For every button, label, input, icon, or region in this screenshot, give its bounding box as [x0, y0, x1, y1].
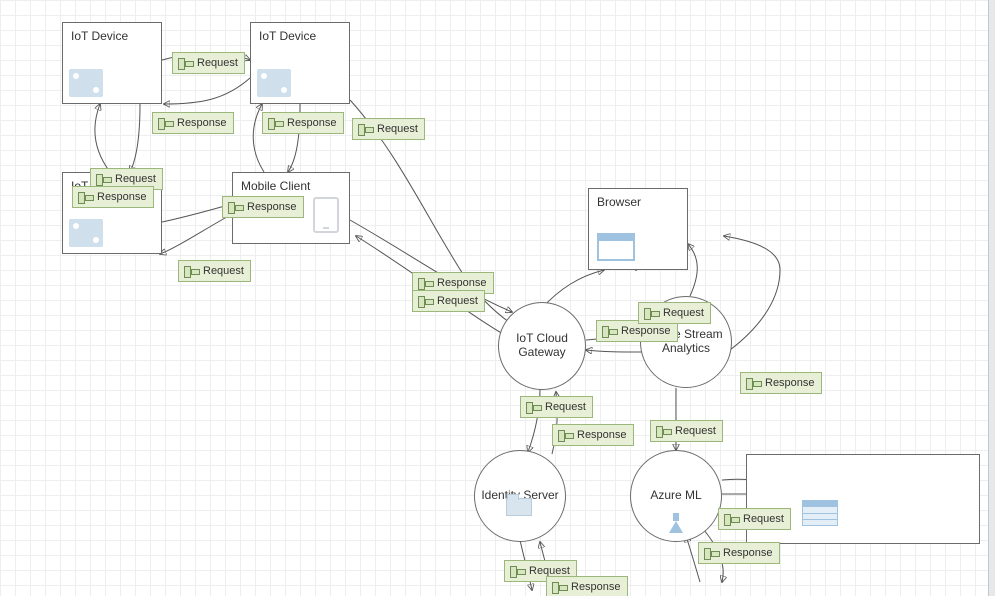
- stereotype-icon: [417, 294, 433, 308]
- tag-t3[interactable]: Response: [262, 112, 344, 134]
- t13-label: Request: [545, 401, 586, 413]
- tag-t7[interactable]: Response: [222, 196, 304, 218]
- diagram-canvas: IoT DeviceIoT DeviceIoT DeviceMobile Cli…: [0, 0, 995, 596]
- tag-t10[interactable]: Request: [412, 290, 485, 312]
- t9-label: Response: [437, 277, 487, 289]
- iot-icon: [257, 69, 291, 97]
- tag-t8[interactable]: Request: [178, 260, 251, 282]
- mobile_client-label: Mobile Client: [241, 179, 310, 193]
- stereotype-icon: [157, 116, 173, 130]
- t15-label: Request: [675, 425, 716, 437]
- t8-label: Request: [203, 265, 244, 277]
- iot_device_2-label: IoT Device: [259, 29, 316, 43]
- tag-t17[interactable]: Request: [718, 508, 791, 530]
- iot-icon: [69, 69, 103, 97]
- stereotype-icon: [95, 172, 111, 186]
- t11-label: Response: [621, 325, 671, 337]
- t7-label: Response: [247, 201, 297, 213]
- page-border: [988, 0, 989, 596]
- phone-icon: [313, 197, 339, 233]
- stereotype-icon: [357, 122, 373, 136]
- stereotype-icon: [655, 424, 671, 438]
- stereotype-icon: [77, 190, 93, 204]
- t1-label: Request: [197, 57, 238, 69]
- tag-t4[interactable]: Request: [352, 118, 425, 140]
- t10-label: Request: [437, 295, 478, 307]
- node-iot_device_2[interactable]: IoT Device: [250, 22, 350, 104]
- t4-label: Request: [377, 123, 418, 135]
- browser-label: Browser: [597, 195, 641, 209]
- stereotype-icon: [601, 324, 617, 338]
- stereotype-icon: [183, 264, 199, 278]
- node-iot_gateway[interactable]: IoT Cloud Gateway: [498, 302, 586, 390]
- page-shadow: [989, 0, 995, 596]
- tag-t16[interactable]: Response: [740, 372, 822, 394]
- node-browser[interactable]: Browser: [588, 188, 688, 270]
- t17-label: Request: [743, 513, 784, 525]
- t12-label: Request: [663, 307, 704, 319]
- iot-icon: [69, 219, 103, 247]
- tag-t15[interactable]: Request: [650, 420, 723, 442]
- node-identity[interactable]: Identity Server: [474, 450, 566, 542]
- t5-label: Request: [115, 173, 156, 185]
- browser-icon: [597, 233, 635, 261]
- t16-label: Response: [765, 377, 815, 389]
- storage-icon: [802, 500, 838, 526]
- node-azure_ml[interactable]: Azure ML: [630, 450, 722, 542]
- folder-icon: [506, 498, 532, 516]
- node-iot_device_1[interactable]: IoT Device: [62, 22, 162, 104]
- stereotype-icon: [745, 376, 761, 390]
- stereotype-icon: [509, 564, 525, 578]
- t18-label: Response: [723, 547, 773, 559]
- stereotype-icon: [417, 276, 433, 290]
- tag-t20[interactable]: Response: [546, 576, 628, 596]
- t6-label: Response: [97, 191, 147, 203]
- stereotype-icon: [267, 116, 283, 130]
- stereotype-icon: [227, 200, 243, 214]
- stereotype-icon: [177, 56, 193, 70]
- t3-label: Response: [287, 117, 337, 129]
- azure_ml-label: Azure ML: [650, 489, 701, 503]
- tag-t12[interactable]: Request: [638, 302, 711, 324]
- stereotype-icon: [551, 580, 567, 594]
- t20-label: Response: [571, 581, 621, 593]
- stereotype-icon: [557, 428, 573, 442]
- flask-icon: [669, 513, 683, 533]
- tag-t6[interactable]: Response: [72, 186, 154, 208]
- t2-label: Response: [177, 117, 227, 129]
- stereotype-icon: [723, 512, 739, 526]
- t14-label: Response: [577, 429, 627, 441]
- tag-t18[interactable]: Response: [698, 542, 780, 564]
- tag-t13[interactable]: Request: [520, 396, 593, 418]
- stereotype-icon: [525, 400, 541, 414]
- tag-t1[interactable]: Request: [172, 52, 245, 74]
- tag-t2[interactable]: Response: [152, 112, 234, 134]
- stereotype-icon: [703, 546, 719, 560]
- stereotype-icon: [643, 306, 659, 320]
- iot_device_1-label: IoT Device: [71, 29, 128, 43]
- iot_gateway-label: IoT Cloud Gateway: [503, 332, 581, 360]
- tag-t14[interactable]: Response: [552, 424, 634, 446]
- node-storage_box[interactable]: [746, 454, 980, 544]
